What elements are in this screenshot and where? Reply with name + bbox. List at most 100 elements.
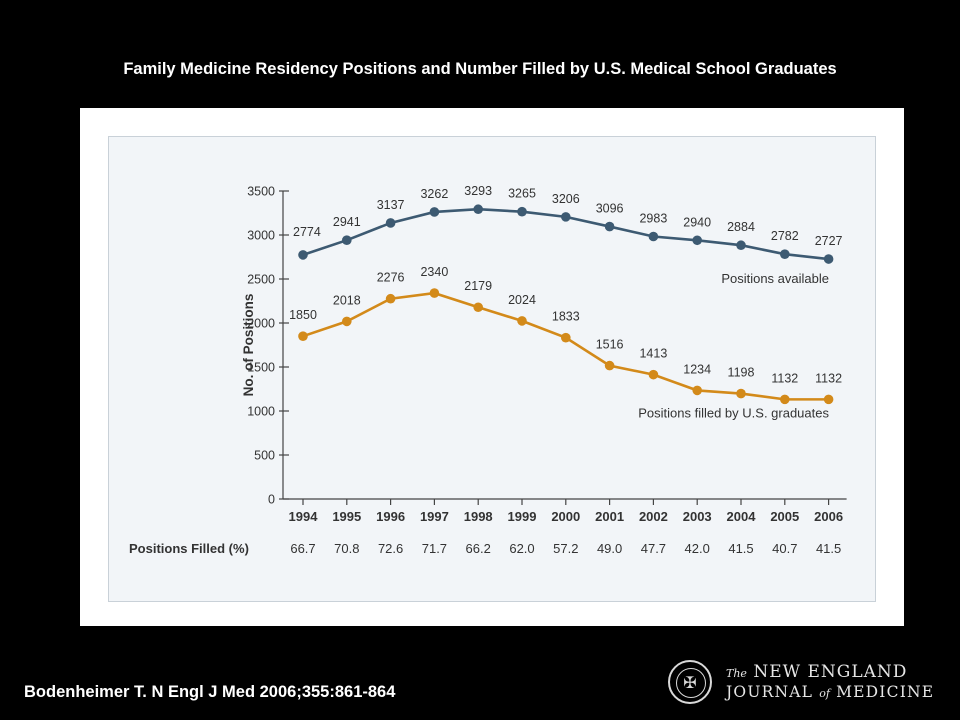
x-tick-label: 1994 bbox=[289, 509, 319, 524]
data-label: 3265 bbox=[508, 187, 536, 201]
nejm-seal-icon: ✠ bbox=[668, 660, 712, 704]
table-layer: Positions Filled (%) 66.7 70.8 72.6 71.7 66.2… bbox=[129, 541, 841, 556]
data-label: 1833 bbox=[552, 310, 580, 324]
data-label: 1516 bbox=[596, 338, 624, 352]
x-tick-label: 2006 bbox=[814, 509, 843, 524]
chart-frame: 0 500 1000 1500 2000 2500 3000 3500 No. of Posit… bbox=[108, 136, 876, 602]
data-point bbox=[692, 385, 702, 396]
table-cell: 41.5 bbox=[728, 541, 753, 556]
y-tick-label: 2000 bbox=[247, 317, 275, 331]
logo-new-england: NEW ENGLAND bbox=[753, 662, 908, 682]
x-tick-label: 2003 bbox=[683, 509, 712, 524]
data-label: 2727 bbox=[815, 234, 843, 248]
data-point bbox=[473, 302, 484, 313]
line-layer bbox=[298, 204, 834, 405]
table-cell: 66.7 bbox=[290, 541, 315, 556]
x-tick-label: 2002 bbox=[639, 509, 668, 524]
data-label: 2340 bbox=[420, 265, 448, 279]
x-tick-label: 2004 bbox=[727, 509, 757, 524]
data-point bbox=[342, 235, 352, 245]
data-label: 1132 bbox=[771, 371, 798, 385]
y-tick-label: 2500 bbox=[247, 273, 275, 287]
slide-title: Family Medicine Residency Positions and … bbox=[123, 60, 837, 78]
data-label: 1132 bbox=[815, 371, 842, 385]
data-label: 2884 bbox=[727, 220, 755, 234]
table-cell: 41.5 bbox=[816, 541, 841, 556]
data-point bbox=[517, 316, 527, 326]
data-point bbox=[604, 360, 615, 371]
data-label: 2774 bbox=[293, 225, 321, 239]
data-label: 3293 bbox=[464, 184, 492, 198]
data-label: 2179 bbox=[464, 279, 492, 293]
data-label: 2782 bbox=[771, 229, 799, 243]
data-point bbox=[342, 316, 352, 327]
data-label: 2940 bbox=[683, 215, 711, 229]
table-cell: 70.8 bbox=[334, 541, 359, 556]
data-point bbox=[736, 388, 746, 399]
x-tick-label: 2005 bbox=[770, 509, 799, 524]
logo-the: The bbox=[726, 667, 747, 680]
data-label: 2983 bbox=[639, 211, 667, 225]
table-row-label: Positions Filled (%) bbox=[129, 541, 249, 556]
table-cell: 62.0 bbox=[509, 541, 534, 556]
data-point bbox=[780, 249, 790, 259]
data-label: 1850 bbox=[289, 308, 317, 322]
data-label: 3206 bbox=[552, 192, 580, 206]
table-cell: 40.7 bbox=[772, 541, 797, 556]
y-tick-label: 1500 bbox=[247, 361, 275, 375]
data-point bbox=[385, 218, 396, 228]
label-layer: 2774 2941 3137 3262 3293 3265 3206 3096 2983 2940… bbox=[289, 184, 842, 420]
data-label: 2941 bbox=[333, 215, 361, 229]
logo-line-1: The NEW ENGLAND bbox=[726, 662, 907, 682]
data-point bbox=[736, 240, 746, 251]
x-tick-label: 1995 bbox=[332, 509, 361, 524]
nejm-logo: ✠ The NEW ENGLAND JOURNAL of MEDICINE bbox=[668, 660, 958, 708]
data-point bbox=[473, 204, 484, 215]
y-axis-title: No. of Positions bbox=[241, 294, 256, 397]
data-point bbox=[648, 369, 659, 380]
x-tick-label: 2000 bbox=[551, 509, 580, 524]
data-label: 2024 bbox=[508, 293, 536, 307]
citation: Bodenheimer T. N Engl J Med 2006;355:861… bbox=[24, 683, 396, 701]
table-cell: 49.0 bbox=[597, 541, 622, 556]
logo-journal: JOURNAL bbox=[726, 683, 814, 701]
data-point bbox=[561, 212, 571, 222]
data-point bbox=[604, 221, 615, 232]
logo-line-2: JOURNAL of MEDICINE bbox=[726, 683, 934, 701]
series-name-positions-filled: Positions filled by U.S. graduates bbox=[638, 406, 829, 421]
data-point bbox=[429, 207, 440, 217]
y-tick-label: 500 bbox=[254, 449, 275, 463]
table-cell: 71.7 bbox=[422, 541, 447, 556]
data-label: 2276 bbox=[377, 271, 405, 285]
data-point bbox=[823, 394, 834, 405]
data-label: 1413 bbox=[639, 347, 667, 361]
data-point bbox=[561, 332, 571, 343]
data-label: 1198 bbox=[728, 366, 755, 380]
x-tick-label: 1998 bbox=[464, 509, 493, 524]
data-point bbox=[517, 206, 527, 217]
table-cell: 57.2 bbox=[553, 541, 578, 556]
data-point bbox=[780, 394, 790, 405]
series-name-positions-available: Positions available bbox=[721, 271, 829, 286]
line-chart: 0 500 1000 1500 2000 2500 3000 3500 No. of Posit… bbox=[129, 184, 847, 556]
data-point bbox=[823, 254, 834, 264]
y-tick-label: 1000 bbox=[247, 405, 275, 419]
logo-of: of bbox=[819, 687, 830, 700]
data-point bbox=[648, 231, 659, 242]
x-tick-label: 2001 bbox=[595, 509, 624, 524]
data-point bbox=[692, 235, 702, 246]
x-tick-label: 1996 bbox=[376, 509, 405, 524]
table-cell: 42.0 bbox=[685, 541, 710, 556]
y-tick-label: 0 bbox=[268, 493, 275, 507]
figure-panel: 0 500 1000 1500 2000 2500 3000 3500 No. of Posit… bbox=[80, 108, 904, 626]
data-label: 3262 bbox=[420, 187, 448, 201]
logo-medicine: MEDICINE bbox=[836, 683, 935, 701]
data-label: 3137 bbox=[377, 198, 405, 212]
y-tick-label: 3000 bbox=[247, 229, 275, 243]
data-point bbox=[298, 331, 308, 341]
table-cell: 66.2 bbox=[466, 541, 491, 556]
y-tick-label: 3500 bbox=[247, 185, 275, 199]
axis-layer: 0 500 1000 1500 2000 2500 3000 3500 No. of Posit… bbox=[241, 185, 847, 524]
data-label: 3096 bbox=[596, 202, 624, 216]
data-label: 2018 bbox=[333, 293, 361, 307]
